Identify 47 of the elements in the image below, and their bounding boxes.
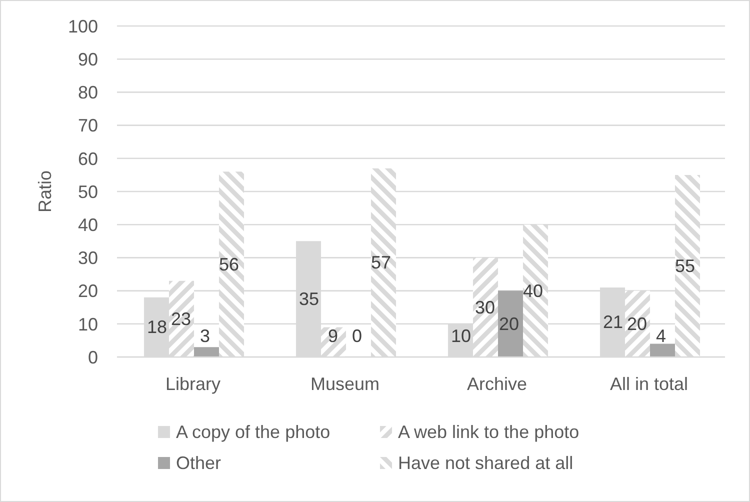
data-label: 21 (602, 312, 624, 332)
y-tick-label: 70 (78, 116, 98, 136)
bar (498, 290, 523, 357)
x-tick-label: Archive (466, 374, 528, 394)
bar (675, 174, 700, 357)
x-tick-label: All in total (610, 374, 688, 394)
data-label: 40 (522, 280, 544, 301)
data-label: 30 (474, 297, 496, 318)
y-tick-label: 50 (78, 182, 98, 202)
data-label: 20 (626, 314, 648, 334)
bar (523, 224, 548, 357)
legend-label: A web link to the photo (398, 422, 580, 442)
data-label: 3 (200, 326, 210, 346)
y-tick-label: 40 (78, 214, 98, 235)
bar (321, 327, 346, 357)
legend-label: Have not shared at all (398, 452, 574, 474)
bar (194, 347, 219, 357)
data-label: 55 (674, 256, 696, 276)
bar (169, 280, 194, 357)
x-tick-label: Museum (310, 374, 380, 394)
bar (371, 168, 396, 357)
legend-label: Other (176, 452, 222, 474)
data-label: 10 (450, 326, 472, 346)
y-tick-label: 100 (68, 16, 98, 36)
data-label: 18 (146, 317, 168, 338)
y-tick-label: 30 (78, 248, 98, 268)
y-tick-label: 80 (78, 82, 98, 103)
data-label: 4 (656, 326, 666, 346)
y-tick-label: 20 (78, 281, 98, 302)
x-tick-label: Library (165, 374, 221, 394)
data-label: 57 (370, 252, 392, 273)
y-tick-label: 90 (78, 49, 98, 70)
data-label: 56 (218, 254, 240, 274)
y-tick-label: 60 (78, 148, 98, 169)
bar (650, 344, 675, 357)
data-label: 20 (498, 314, 520, 334)
data-label: 9 (328, 326, 338, 346)
bar (625, 290, 650, 357)
y-tick-label: 0 (88, 347, 98, 368)
data-label: 35 (298, 289, 320, 310)
data-label: 23 (170, 308, 192, 329)
y-tick-label: 10 (78, 314, 98, 334)
legend-label: A copy of the photo (176, 422, 330, 442)
y-axis-title: Ratio (35, 170, 55, 213)
bar (473, 258, 498, 357)
data-label: 0 (352, 326, 362, 346)
bar (219, 172, 244, 357)
